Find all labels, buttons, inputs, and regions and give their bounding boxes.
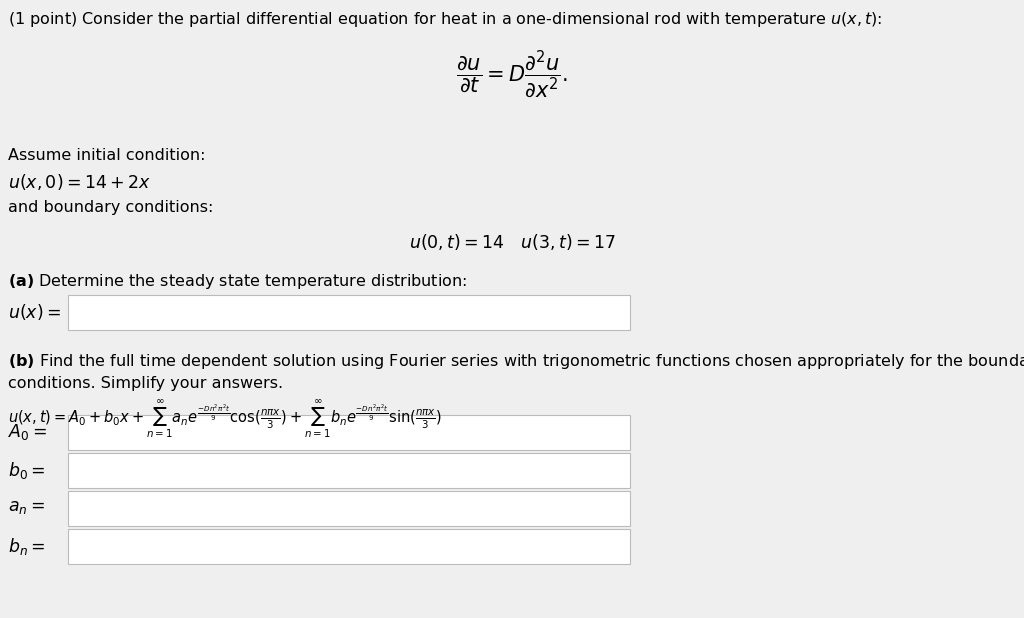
Text: $\mathbf{(a)}$ Determine the steady state temperature distribution:: $\mathbf{(a)}$ Determine the steady stat… xyxy=(8,272,467,291)
Text: $A_0 =$: $A_0 =$ xyxy=(8,422,47,442)
Text: $u(x,0) = 14+2x$: $u(x,0) = 14+2x$ xyxy=(8,172,152,192)
Text: $u(x) =$: $u(x) =$ xyxy=(8,302,61,322)
Text: $\dfrac{\partial u}{\partial t} = D\dfrac{\partial^2 u}{\partial x^2}.$: $\dfrac{\partial u}{\partial t} = D\dfra… xyxy=(457,48,567,99)
Text: $u(x,t) = A_0 + b_0x + \sum_{n=1}^{\infty} a_n e^{\frac{-Dn^2\pi^2 t}{9}}\cos\!(: $u(x,t) = A_0 + b_0x + \sum_{n=1}^{\inft… xyxy=(8,398,442,440)
Bar xyxy=(68,453,630,488)
Text: (1 point) Consider the partial differential equation for heat in a one-dimension: (1 point) Consider the partial different… xyxy=(8,10,883,29)
Bar xyxy=(68,415,630,450)
Text: Assume initial condition:: Assume initial condition: xyxy=(8,148,206,163)
Text: $b_0 =$: $b_0 =$ xyxy=(8,460,45,481)
Text: conditions. Simplify your answers.: conditions. Simplify your answers. xyxy=(8,376,283,391)
Text: $b_n =$: $b_n =$ xyxy=(8,536,45,557)
Text: $a_n =$: $a_n =$ xyxy=(8,498,45,516)
Text: $\mathbf{(b)}$ Find the full time dependent solution using Fourier series with t: $\mathbf{(b)}$ Find the full time depend… xyxy=(8,352,1024,371)
Bar xyxy=(68,529,630,564)
Text: and boundary conditions:: and boundary conditions: xyxy=(8,200,213,215)
Text: $u(0,t) = 14 \quad u(3,t) = 17$: $u(0,t) = 14 \quad u(3,t) = 17$ xyxy=(409,232,615,252)
Bar xyxy=(68,491,630,526)
Bar xyxy=(68,295,630,330)
